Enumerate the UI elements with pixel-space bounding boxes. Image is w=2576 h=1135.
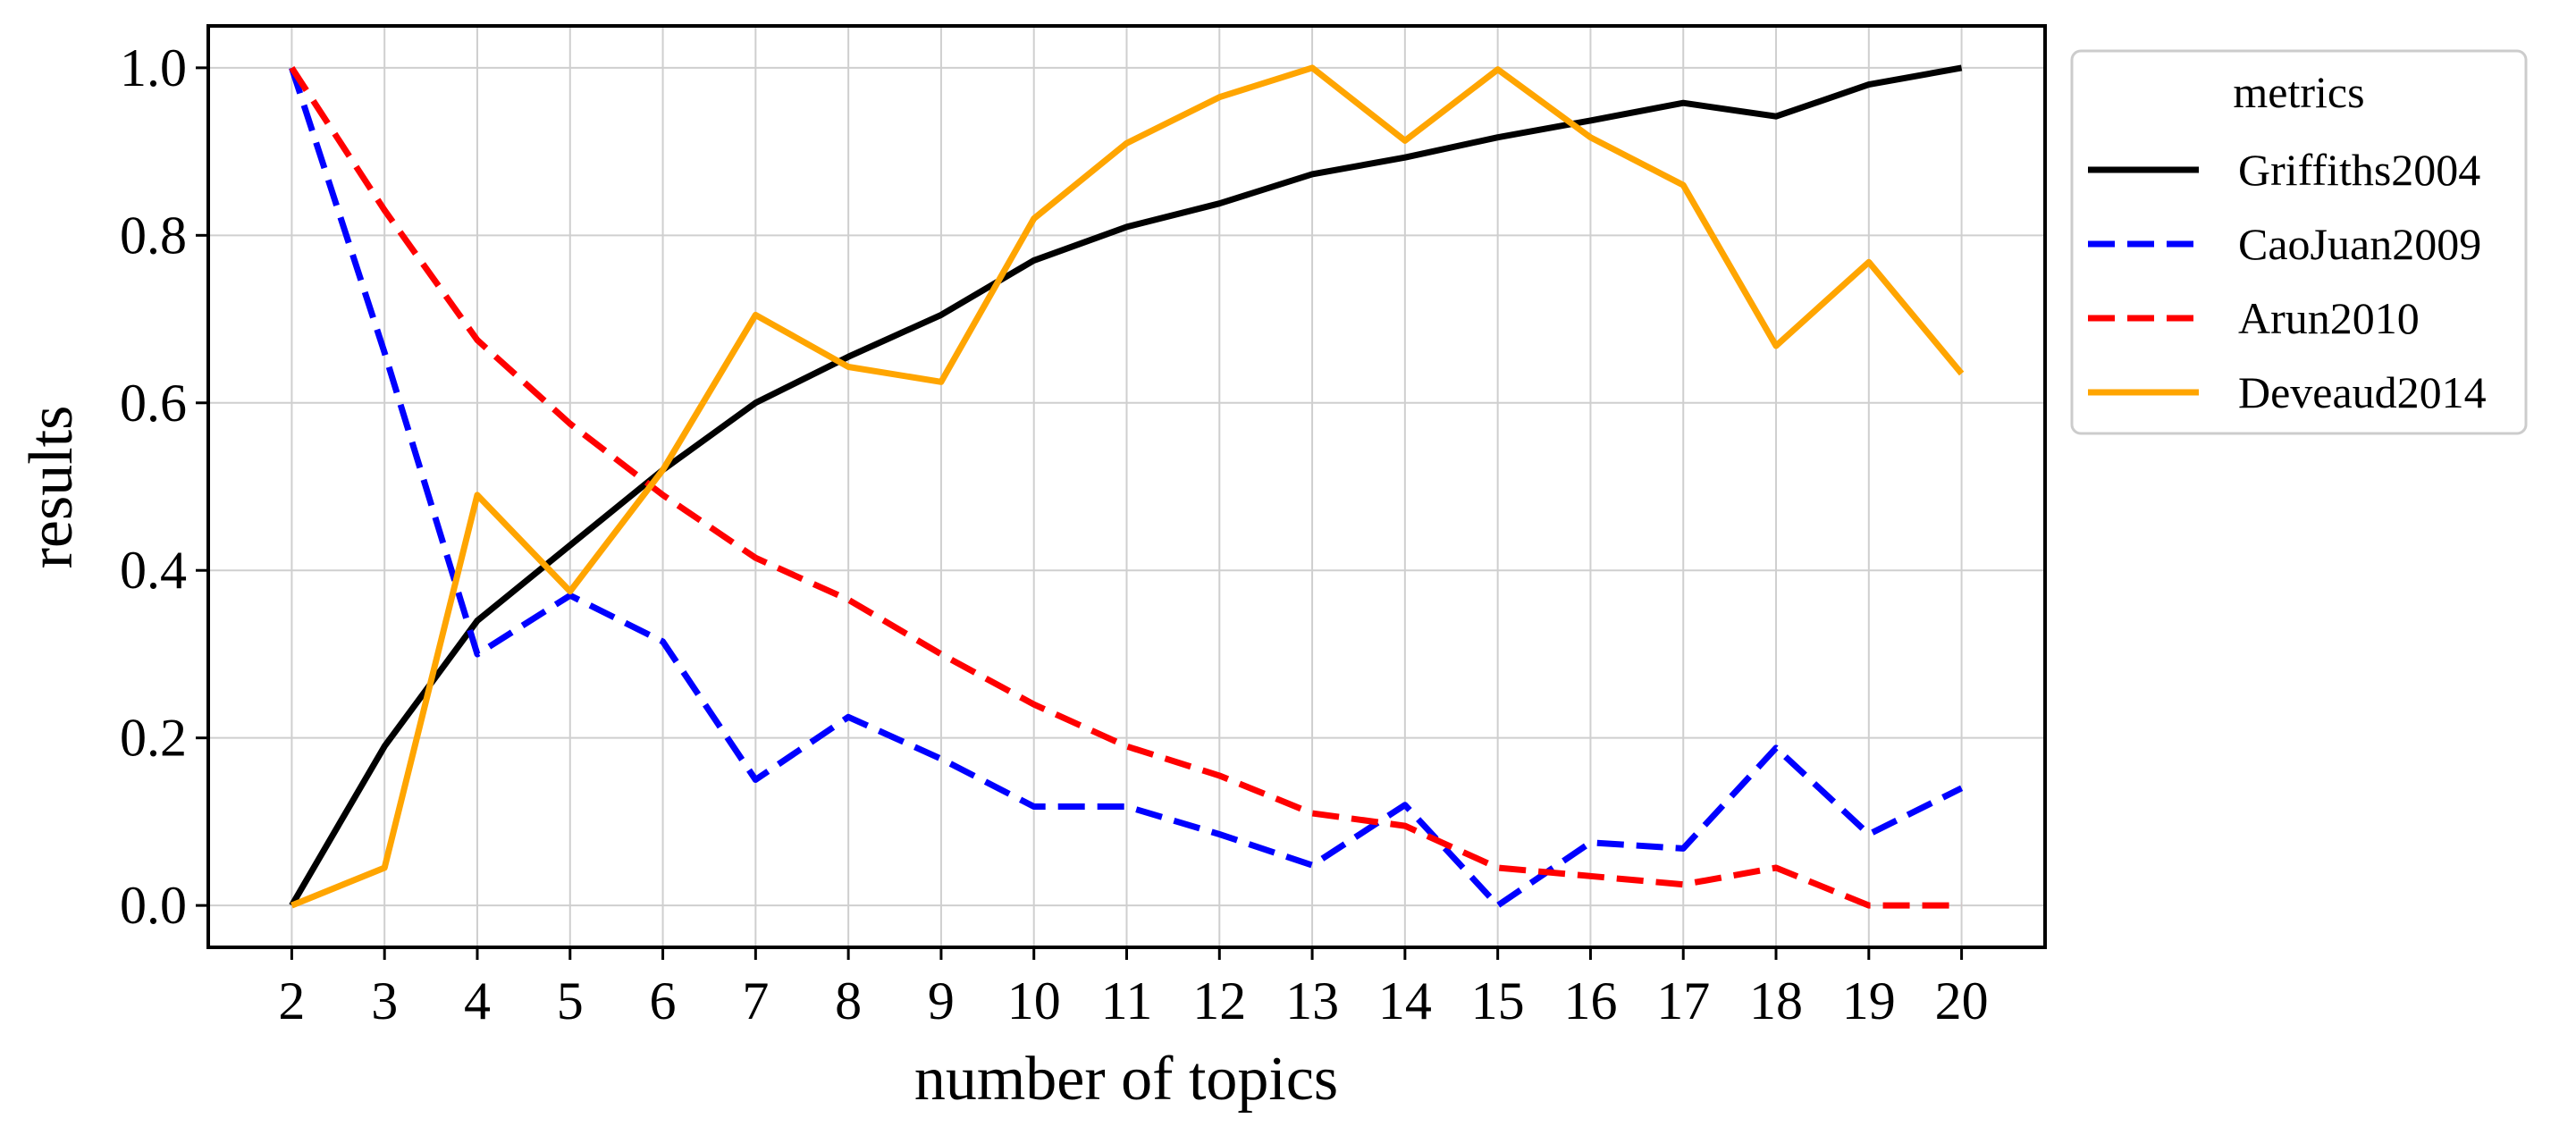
x-tick-label: 4 [464, 971, 491, 1030]
legend-entries: Griffiths2004 CaoJuan2009 Arun2010 Deveaud2… [2088, 145, 2487, 417]
grid-lines [208, 26, 2045, 947]
x-tick-label: 5 [557, 971, 584, 1030]
x-tick-label: 17 [1656, 971, 1710, 1030]
x-tick-label: 20 [1935, 971, 1989, 1030]
legend: metrics Griffiths2004 CaoJuan2009 Arun2010… [2070, 49, 2528, 435]
x-axis-label: number of topics [914, 1045, 1338, 1114]
x-tick-label: 18 [1749, 971, 1803, 1030]
x-tick-label: 3 [371, 971, 398, 1030]
y-tick-label: 1.0 [120, 38, 187, 97]
x-axis: 2 3 4 5 6 7 8 9 10 11 12 13 14 15 16 17 18 19 20 [278, 947, 1989, 1030]
legend-label: Griffiths2004 [2238, 145, 2480, 195]
y-tick-label: 0.4 [120, 541, 187, 600]
x-tick-label: 13 [1285, 971, 1339, 1030]
x-tick-label: 7 [742, 971, 769, 1030]
y-axis: 0.0 0.2 0.4 0.6 0.8 1.0 [120, 38, 208, 935]
series-line-deveaud2014 [290, 64, 1965, 909]
x-tick-label: 14 [1378, 971, 1432, 1030]
x-tick-label: 19 [1842, 971, 1896, 1030]
x-tick-label: 12 [1192, 971, 1246, 1030]
x-tick-label: 11 [1101, 971, 1153, 1030]
x-tick-label: 2 [278, 971, 305, 1030]
series-line-caojuan2009 [289, 66, 1964, 909]
x-tick-label: 10 [1007, 971, 1061, 1030]
y-tick-label: 0.2 [120, 709, 187, 768]
y-tick-label: 0.8 [120, 206, 187, 265]
legend-label: Arun2010 [2238, 293, 2420, 343]
series-line-arun2010 [289, 65, 1962, 909]
legend-label: Deveaud2014 [2238, 367, 2487, 417]
legend-box [2070, 49, 2528, 435]
x-tick-label: 8 [835, 971, 862, 1030]
x-tick-label: 6 [650, 971, 677, 1030]
legend-title: metrics [2233, 67, 2364, 117]
x-tick-label: 9 [928, 971, 955, 1030]
x-tick-label: 16 [1563, 971, 1617, 1030]
y-tick-label: 0.6 [120, 374, 187, 433]
series-lines [289, 64, 1965, 909]
legend-label: CaoJuan2009 [2238, 219, 2481, 269]
y-tick-label: 0.0 [120, 876, 187, 935]
y-axis-label: results [17, 406, 86, 569]
series-line-griffiths2004 [289, 64, 1963, 907]
x-tick-label: 15 [1471, 971, 1525, 1030]
